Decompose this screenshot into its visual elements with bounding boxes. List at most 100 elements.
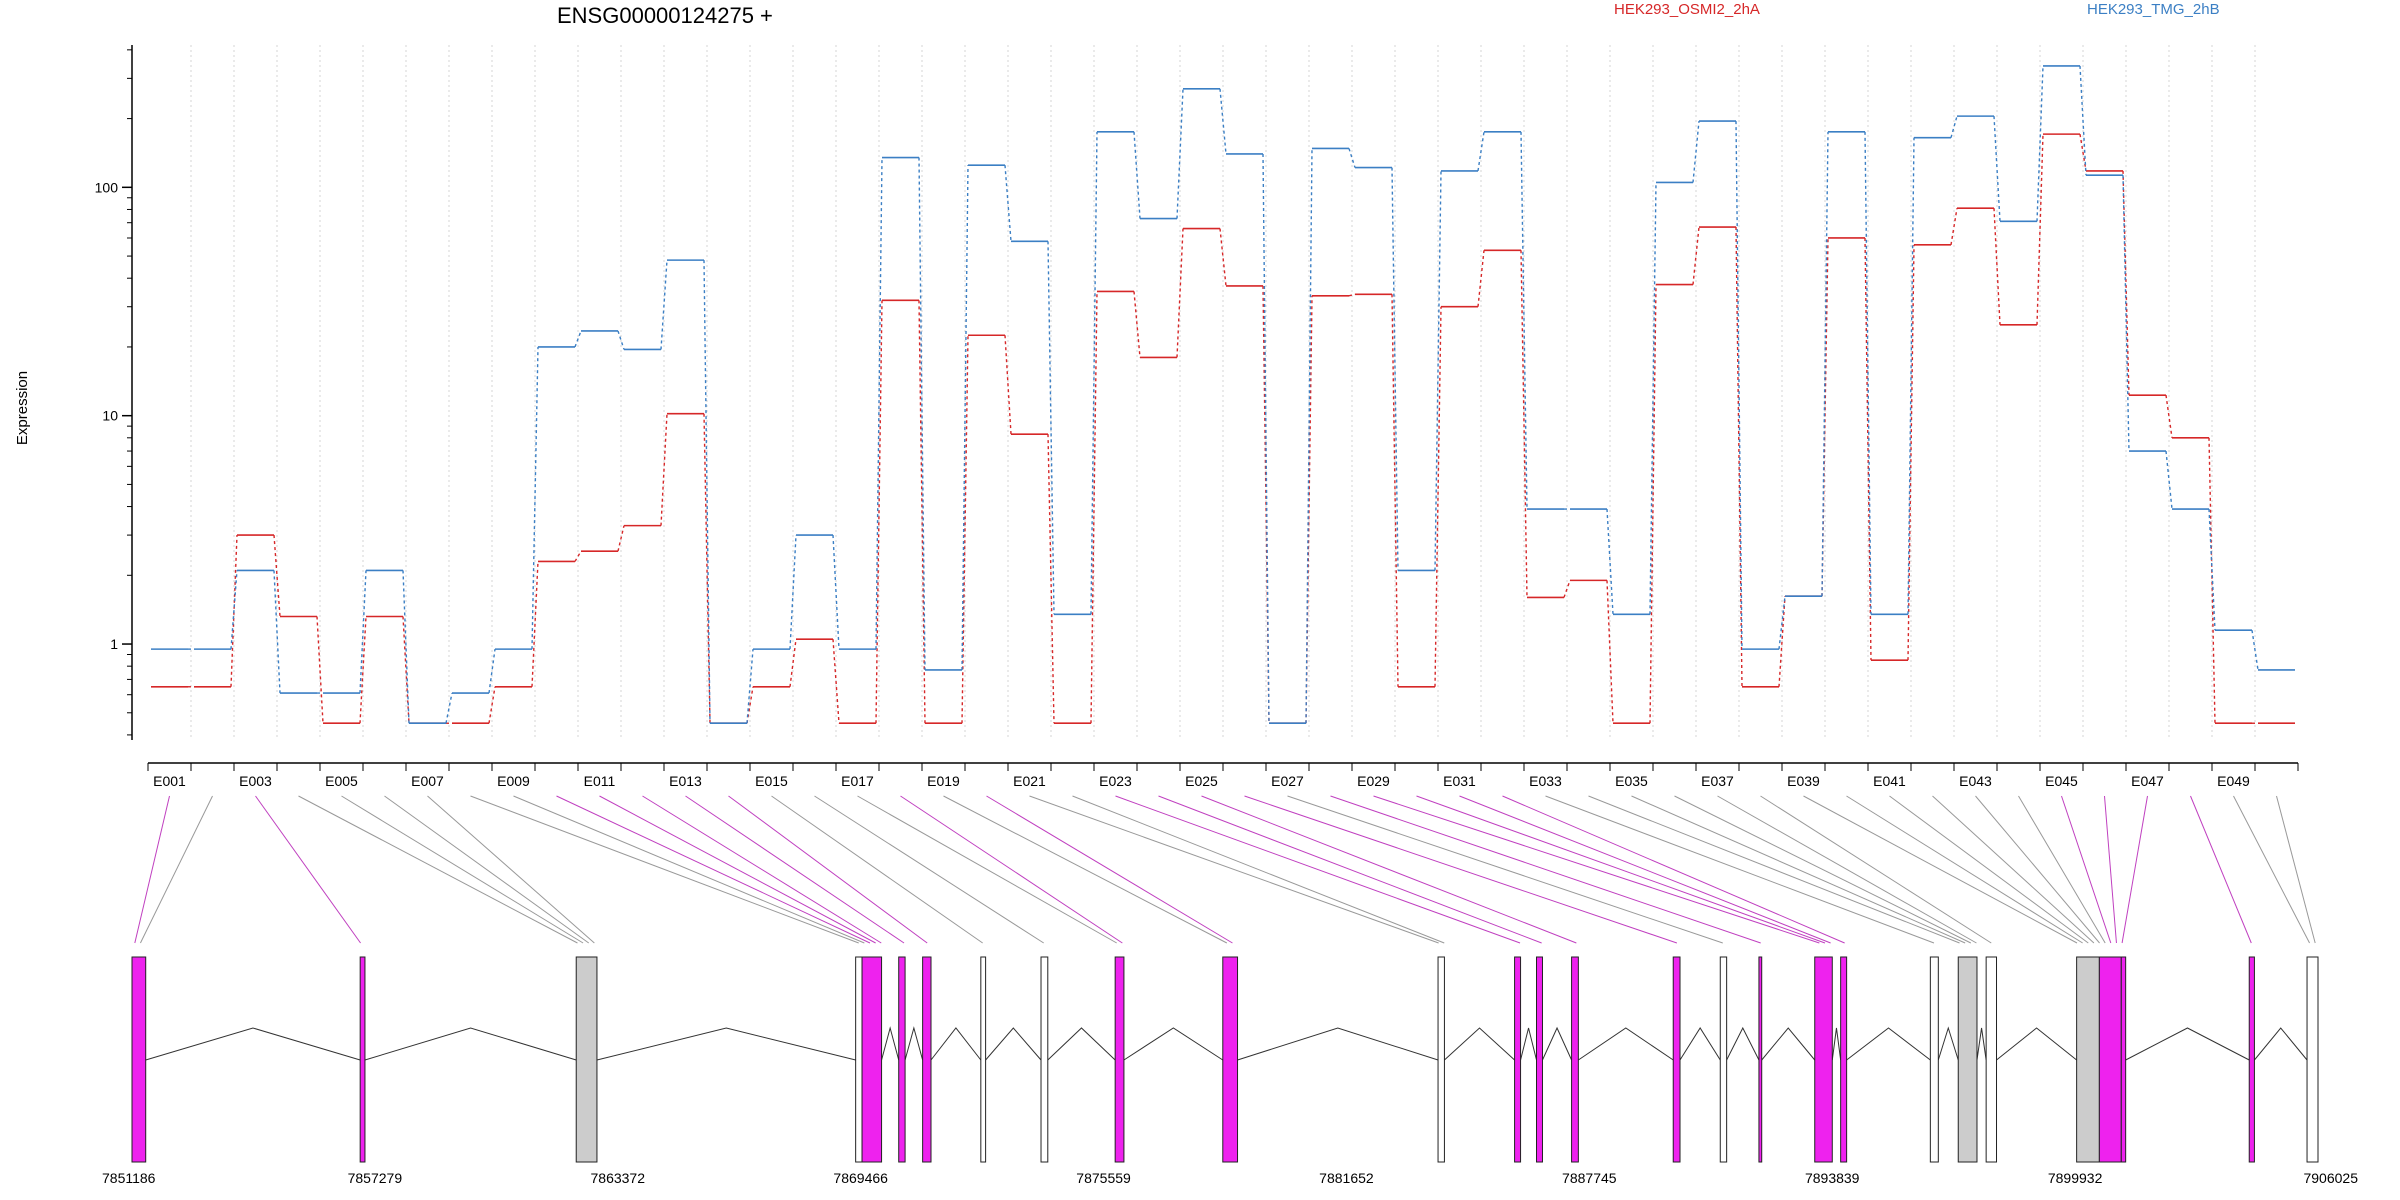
x-tick-label: E039 (1787, 773, 1820, 789)
series-connector (1778, 596, 1786, 650)
genomic-position-label: 7851186 (102, 1170, 156, 1186)
series-connector (660, 260, 668, 350)
x-tick-label: E025 (1185, 773, 1218, 789)
exon-connector (900, 795, 1123, 944)
x-tick-label: E031 (1443, 773, 1476, 789)
series-connector (2122, 175, 2130, 452)
genomic-position-label: 7869466 (833, 1170, 888, 1186)
series-connector (832, 535, 840, 650)
exon-connector (986, 795, 1233, 944)
x-tick-label: E021 (1013, 773, 1046, 789)
x-tick-label: E023 (1099, 773, 1132, 789)
series-connector (531, 561, 539, 687)
exon-connector (771, 795, 983, 944)
series-connector (1176, 228, 1184, 358)
series-connector (1219, 228, 1227, 287)
genomic-position-label: 7881652 (1319, 1170, 1374, 1186)
series-2 (151, 65, 2295, 725)
y-tick-label: 10 (102, 408, 118, 424)
exon-connector (2104, 795, 2117, 944)
series-connector (1090, 131, 1098, 615)
exon-connector (1244, 795, 1678, 944)
series-connector (1176, 88, 1184, 219)
x-tick-label: E005 (325, 773, 358, 789)
x-tick-label: E013 (669, 773, 702, 789)
exon-connector (2190, 795, 2252, 944)
series-connector (961, 335, 969, 724)
series-connector (918, 300, 926, 724)
series-connector (789, 535, 797, 650)
exon-box (1222, 956, 1239, 1163)
exon-connector (298, 795, 578, 944)
exon-connector (1158, 795, 1542, 944)
x-tick-label: E007 (411, 773, 444, 789)
exon-box (2120, 956, 2127, 1163)
exon-box (1114, 956, 1125, 1163)
x-tick-label: E027 (1271, 773, 1304, 789)
x-tick-label: E043 (1959, 773, 1992, 789)
series-connector (316, 616, 324, 724)
series-connector (617, 525, 625, 552)
series-connector (832, 639, 840, 724)
exon-box (2248, 956, 2255, 1163)
intron-line (1996, 1027, 2077, 1061)
series-connector (2036, 65, 2044, 222)
x-tick-label: E033 (1529, 773, 1562, 789)
series-connector (1520, 131, 1528, 510)
exon-connector (470, 795, 859, 944)
intron-line (596, 1027, 856, 1061)
exon-box (898, 956, 906, 1163)
x-tick-label: E003 (239, 773, 272, 789)
y-axis-label: Expression (14, 371, 31, 445)
intron-line (2125, 1027, 2250, 1061)
series-connector (2165, 450, 2173, 510)
exon-box (1758, 956, 1763, 1163)
exon-box (855, 956, 863, 1163)
exon-connector (1889, 795, 2089, 944)
exon-connector (1330, 795, 1761, 944)
intron-line (1520, 1027, 1537, 1061)
series-connector (1219, 88, 1227, 155)
series-connector (746, 649, 754, 724)
series-connector (660, 413, 668, 526)
exon-box (1672, 956, 1681, 1163)
series-connector (961, 165, 969, 670)
series-connector (273, 535, 281, 617)
intron-line (1679, 1027, 1721, 1061)
series-connector (1004, 335, 1012, 435)
exon-connector (1631, 795, 1966, 944)
x-tick-label: E045 (2045, 773, 2078, 789)
series-connector (1133, 291, 1141, 358)
exon-box (922, 956, 932, 1163)
exon-connector (1674, 795, 1972, 944)
gene-model (131, 956, 2319, 1163)
series-connector (1262, 153, 1270, 724)
series-connector (445, 692, 453, 724)
exon-connector (1803, 795, 2078, 944)
series-connector (488, 649, 496, 694)
exon-box (1957, 956, 1978, 1163)
intron-line (881, 1026, 900, 1061)
series-1 (151, 133, 2295, 725)
series-connector (1950, 115, 1958, 138)
series-connector (918, 157, 926, 670)
exon-box (1814, 956, 1833, 1163)
exon-box (1985, 956, 1998, 1163)
exon-connector (1545, 795, 1935, 944)
intron-line (930, 1027, 982, 1061)
series-connector (1692, 226, 1700, 285)
intron-line (2254, 1027, 2308, 1061)
vertical-gridlines (190, 45, 2256, 740)
exon-connector (1115, 795, 1521, 944)
genomic-position-label: 7863372 (591, 1170, 646, 1186)
genomic-position-label: 7906025 (2303, 1170, 2358, 1186)
exon-connector (1588, 795, 1960, 944)
series-connector (1692, 121, 1700, 183)
exon-box (359, 956, 366, 1163)
exon-connector (341, 795, 584, 944)
x-tick-label: E019 (927, 773, 960, 789)
exon-connector (1846, 795, 2083, 944)
intron-line (1937, 1026, 1959, 1061)
exon-connector (642, 795, 882, 944)
x-tick-label: E011 (584, 773, 616, 789)
